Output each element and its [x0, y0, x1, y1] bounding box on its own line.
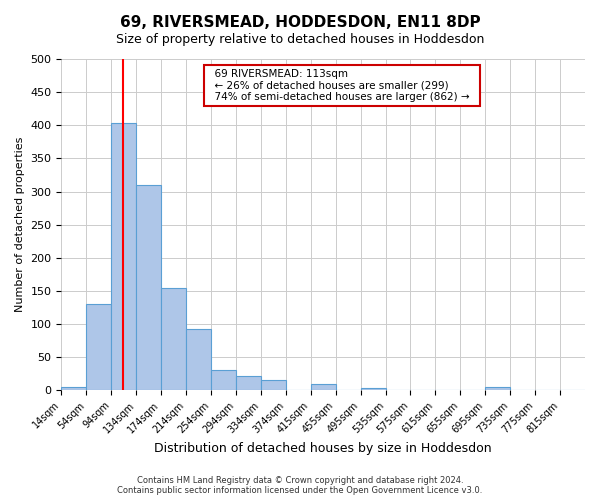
X-axis label: Distribution of detached houses by size in Hoddesdon: Distribution of detached houses by size …: [154, 442, 492, 455]
Text: 69 RIVERSMEAD: 113sqm
  ← 26% of detached houses are smaller (299)
  74% of semi: 69 RIVERSMEAD: 113sqm ← 26% of detached …: [208, 69, 476, 102]
Bar: [61, 387, 86, 390]
Bar: [111, 124, 136, 390]
Bar: [136, 185, 161, 390]
Bar: [236, 376, 261, 390]
Bar: [211, 370, 236, 390]
Bar: [261, 380, 286, 390]
Bar: [311, 384, 335, 390]
Bar: [86, 304, 111, 390]
Bar: [485, 387, 510, 390]
Y-axis label: Number of detached properties: Number of detached properties: [15, 137, 25, 312]
Text: 69, RIVERSMEAD, HODDESDON, EN11 8DP: 69, RIVERSMEAD, HODDESDON, EN11 8DP: [119, 15, 481, 30]
Text: Size of property relative to detached houses in Hoddesdon: Size of property relative to detached ho…: [116, 32, 484, 46]
Bar: [161, 288, 186, 391]
Bar: [361, 388, 386, 390]
Text: Contains HM Land Registry data © Crown copyright and database right 2024.
Contai: Contains HM Land Registry data © Crown c…: [118, 476, 482, 495]
Bar: [186, 330, 211, 390]
